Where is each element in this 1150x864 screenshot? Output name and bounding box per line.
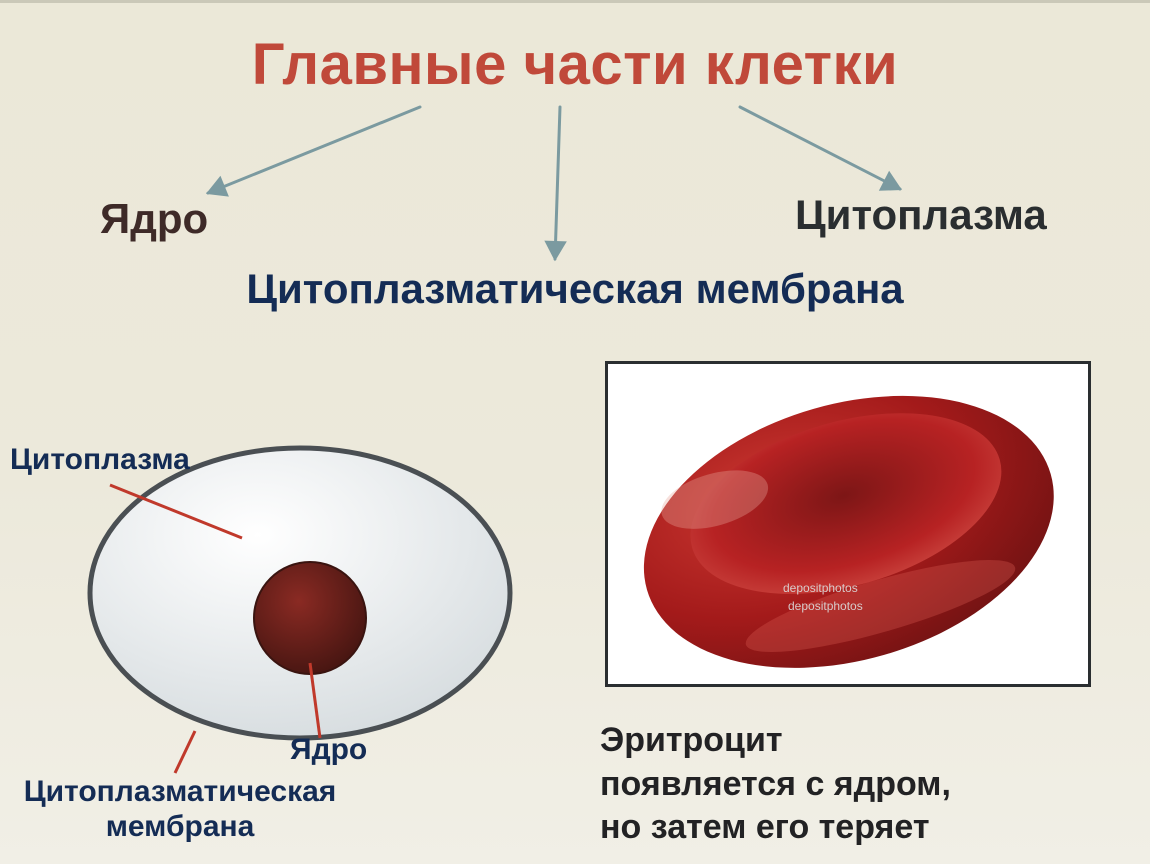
arrow-to-membrane [555, 107, 560, 259]
label-nucleus: Ядро [100, 195, 208, 243]
label-membrane: Цитоплазматическая мембрана [0, 265, 1150, 313]
page-title: Главные части клетки [0, 31, 1150, 98]
rbc-cap-2: появляется с ядром, [600, 765, 951, 803]
erythrocyte-panel: depositphotos depositphotos [605, 361, 1091, 687]
slide: Главные части клетки Ядро Цитоплазматиче… [0, 0, 1150, 864]
cell-diagram: Цитоплазма Ядро Цитоплазматическая мембр… [10, 393, 550, 853]
cell-label-membrane: Цитоплазматическая мембрана [0, 775, 360, 844]
rbc-cap-1: Эритроцит [600, 721, 783, 759]
watermark-1: depositphotos [783, 581, 858, 595]
membrane-l2: мембрана [106, 810, 255, 843]
cell-nucleus [254, 562, 366, 674]
erythrocyte-svg: depositphotos depositphotos [608, 364, 1088, 684]
erythrocyte-caption: Эритроцит появляется с ядром, но затем е… [600, 719, 1130, 850]
cell-label-cytoplasm: Цитоплазма [10, 443, 190, 477]
label-cytoplasm: Цитоплазма [795, 191, 1047, 239]
arrow-to-nucleus [208, 107, 420, 193]
membrane-l1: Цитоплазматическая [24, 775, 337, 808]
arrow-to-cytoplasm [740, 107, 900, 189]
watermark-2: depositphotos [788, 599, 863, 613]
cell-label-nucleus: Ядро [290, 733, 367, 767]
rbc-cap-3: но затем его теряет [600, 808, 930, 846]
callout-membrane [175, 731, 195, 773]
